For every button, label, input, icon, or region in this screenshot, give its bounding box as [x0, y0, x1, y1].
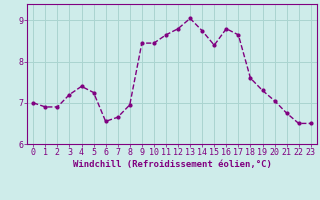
X-axis label: Windchill (Refroidissement éolien,°C): Windchill (Refroidissement éolien,°C) [73, 160, 271, 169]
